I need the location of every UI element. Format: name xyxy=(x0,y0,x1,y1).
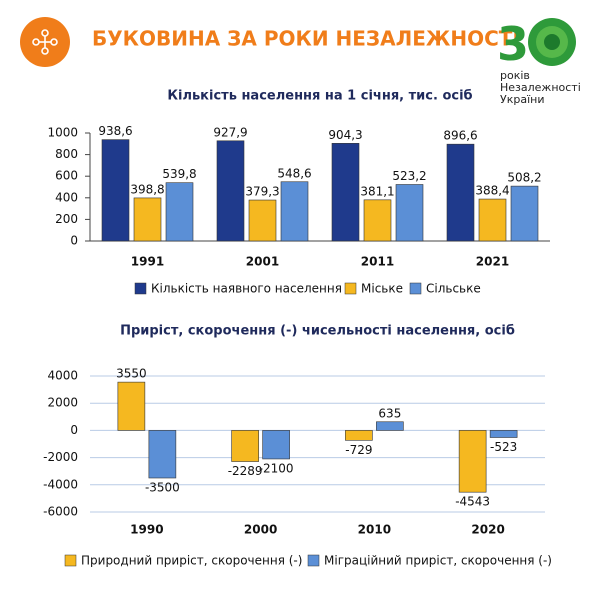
page-title: БУКОВИНА ЗА РОКИ НЕЗАЛЕЖНОСТІ xyxy=(92,27,520,51)
x-tick-label: 2000 xyxy=(244,523,277,537)
bar xyxy=(148,430,177,479)
x-tick-label: 2021 xyxy=(476,255,509,269)
legend-label: Кількість наявного населення xyxy=(151,282,342,296)
value-label: 508,2 xyxy=(507,171,541,185)
y-tick-label: 600 xyxy=(55,169,78,183)
value-label: 539,8 xyxy=(162,167,196,181)
y-tick-label: -6000 xyxy=(43,505,78,519)
value-label: -4543 xyxy=(455,495,490,509)
bar xyxy=(280,181,309,242)
bar xyxy=(133,197,162,242)
y-tick-label: 1000 xyxy=(47,126,78,140)
bar xyxy=(363,199,392,242)
bar xyxy=(489,430,518,438)
value-label: 548,6 xyxy=(277,166,311,180)
y-tick-label: -4000 xyxy=(43,477,78,491)
logo-text: України xyxy=(500,93,544,106)
value-label: 904,3 xyxy=(328,128,362,142)
value-label: 388,4 xyxy=(475,184,509,198)
bar xyxy=(101,139,130,242)
value-label: 3550 xyxy=(116,367,147,381)
bar xyxy=(446,143,475,242)
value-label: 523,2 xyxy=(392,169,426,183)
bar xyxy=(117,381,146,431)
y-tick-label: 400 xyxy=(55,190,78,204)
chart-title: Приріст, скорочення (-) чисельності насе… xyxy=(120,324,515,339)
bar xyxy=(478,198,507,242)
bar xyxy=(248,199,277,242)
x-tick-label: 1990 xyxy=(130,523,163,537)
bar xyxy=(262,430,290,460)
icon-glyph xyxy=(32,29,58,55)
legend-swatch xyxy=(409,282,422,295)
value-label: 896,6 xyxy=(443,129,477,143)
x-tick-label: 2001 xyxy=(246,255,279,269)
legend-swatch xyxy=(134,282,147,295)
legend-swatch xyxy=(307,554,320,567)
bar xyxy=(376,421,404,431)
bar xyxy=(331,143,360,242)
value-label: 635 xyxy=(378,406,401,420)
value-label: 381,1 xyxy=(360,184,394,198)
bar xyxy=(345,430,373,441)
bar xyxy=(395,184,424,242)
y-tick-label: 2000 xyxy=(47,396,78,410)
chart-title: Кількість населення на 1 січня, тис. осі… xyxy=(167,89,472,104)
value-label: -729 xyxy=(345,443,372,457)
logo-wreath xyxy=(528,18,576,66)
bar xyxy=(231,430,259,462)
logo-text: років xyxy=(500,69,530,82)
y-tick-label: 0 xyxy=(70,234,78,248)
legend-label: Сільське xyxy=(426,282,481,296)
logo-digit: 3 xyxy=(497,17,529,71)
value-label: 398,8 xyxy=(130,182,164,196)
y-tick-label: 200 xyxy=(55,212,78,226)
x-tick-label: 1991 xyxy=(131,255,164,269)
bar xyxy=(458,430,487,493)
value-label: -2100 xyxy=(259,461,294,475)
value-label: 927,9 xyxy=(213,125,247,139)
y-tick-label: 4000 xyxy=(47,369,78,383)
value-label: 938,6 xyxy=(98,124,132,138)
legend-swatch xyxy=(344,282,357,295)
value-label: -2289 xyxy=(228,464,263,478)
legend-label: Міграційний приріст, скорочення (-) xyxy=(324,554,552,568)
value-label: -3500 xyxy=(145,481,180,495)
value-label: 379,3 xyxy=(245,185,279,199)
legend-label: Природний приріст, скорочення (-) xyxy=(81,554,302,568)
value-label: -523 xyxy=(490,440,517,454)
x-tick-label: 2011 xyxy=(361,255,394,269)
bar xyxy=(165,182,194,242)
y-tick-label: -2000 xyxy=(43,450,78,464)
x-tick-label: 2010 xyxy=(358,523,391,537)
bar xyxy=(510,185,539,242)
legend-label: Міське xyxy=(361,282,403,296)
y-tick-label: 0 xyxy=(70,423,78,437)
bar xyxy=(216,140,245,242)
logo-text: Незалежності xyxy=(500,81,581,94)
legend-swatch xyxy=(64,554,77,567)
y-tick-label: 800 xyxy=(55,147,78,161)
x-tick-label: 2020 xyxy=(471,523,504,537)
